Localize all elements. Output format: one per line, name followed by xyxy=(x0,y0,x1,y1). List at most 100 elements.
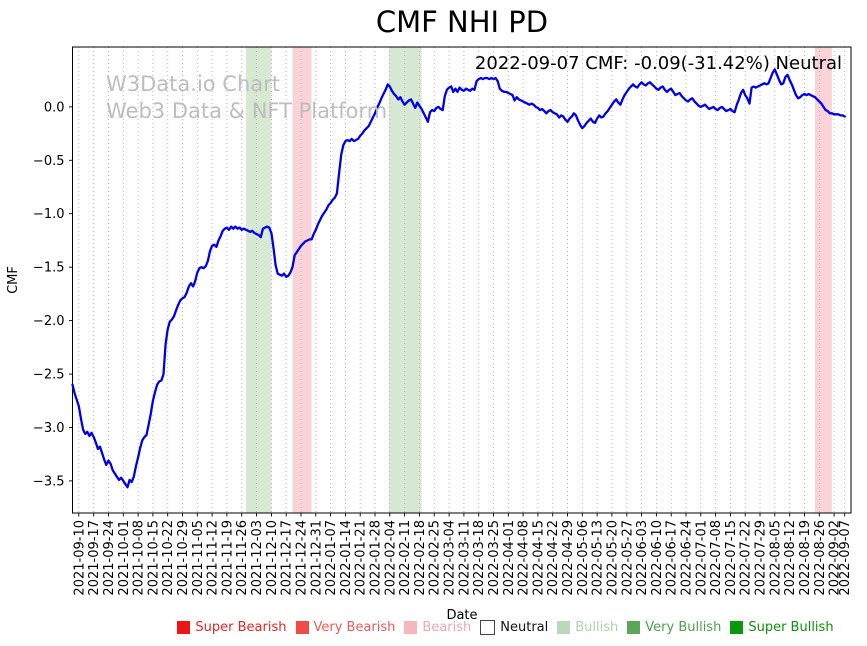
chart-title: CMF NHI PD xyxy=(375,5,549,39)
x-tick-label: 2021-09-17 xyxy=(87,520,102,596)
x-axis-label: Date xyxy=(446,608,478,623)
y-tick-label: −0.5 xyxy=(33,154,65,169)
latest-value-annotation: 2022-09-07 CMF: -0.09(-31.42%) Neutral xyxy=(474,53,842,74)
x-tick-label: 2022-06-10 xyxy=(650,520,665,596)
legend-item-bearish: Bearish xyxy=(404,620,471,635)
x-tick-label: 2021-10-08 xyxy=(132,520,147,596)
legend-item-very-bullish: Very Bullish xyxy=(627,620,721,635)
x-tick-label: 2022-03-11 xyxy=(457,520,472,596)
x-tick-label: 2022-05-06 xyxy=(576,520,591,596)
x-tick-label: 2022-01-14 xyxy=(339,520,354,596)
x-tick-label: 2022-04-29 xyxy=(561,520,576,596)
x-tick-label: 2022-01-21 xyxy=(354,520,369,596)
x-tick-label: 2021-09-24 xyxy=(102,520,117,596)
y-tick-label: −3.5 xyxy=(33,474,65,489)
x-tick-label: 2022-03-25 xyxy=(487,520,502,596)
x-tick-label: 2022-09-07 xyxy=(838,520,853,596)
x-tick-label: 2022-04-15 xyxy=(531,520,546,596)
x-tick-label: 2022-04-08 xyxy=(517,520,532,596)
x-tick-label: 2022-08-12 xyxy=(783,520,798,596)
bullish-swatch xyxy=(557,621,571,634)
super-bearish-swatch xyxy=(177,621,191,634)
x-tick-label: 2022-03-04 xyxy=(443,520,458,596)
x-tick-label: 2022-06-24 xyxy=(680,520,695,596)
x-tick-label: 2022-02-25 xyxy=(428,520,443,596)
band-bearish xyxy=(815,47,832,513)
legend-item-very-bearish: Very Bearish xyxy=(295,620,396,635)
y-tick-label: −1.0 xyxy=(33,207,65,222)
x-tick-label: 2022-06-03 xyxy=(635,520,650,596)
x-tick-label: 2022-09-02 xyxy=(828,520,843,596)
x-tick-label: 2021-10-01 xyxy=(117,520,132,596)
x-tick-label: 2022-08-19 xyxy=(798,520,813,596)
x-tick-label: 2022-03-18 xyxy=(472,520,487,596)
x-tick-label: 2022-02-11 xyxy=(398,520,413,596)
x-tick-label: 2021-10-15 xyxy=(146,520,161,596)
y-axis-ticks: 0.0 −0.5 −1.0 −1.5 −2.0 −2.5 −3.0 −3.5 xyxy=(33,100,73,489)
x-tick-label: 2022-07-29 xyxy=(754,520,769,596)
x-tick-label: 2021-11-26 xyxy=(235,520,250,596)
band-bullish xyxy=(246,47,272,513)
legend-label: Very Bearish xyxy=(313,620,396,635)
neutral-swatch xyxy=(480,620,496,635)
bearish-swatch xyxy=(404,621,418,634)
x-tick-label: 2021-12-03 xyxy=(250,520,265,596)
legend-item-neutral: Neutral xyxy=(480,620,548,635)
legend-item-bullish: Bullish xyxy=(557,620,618,635)
x-tick-label: 2022-08-26 xyxy=(813,520,828,596)
x-tick-label: 2022-05-20 xyxy=(605,520,620,596)
cmf-line xyxy=(71,68,846,489)
legend-label: Bullish xyxy=(575,620,619,635)
x-tick-label: 2022-02-04 xyxy=(383,520,398,596)
legend-item-super-bullish: Super Bullish xyxy=(730,620,834,635)
plot-border xyxy=(72,46,852,514)
x-tick-label: 2022-01-28 xyxy=(369,520,384,596)
x-tick-label: 2022-05-13 xyxy=(591,520,606,596)
x-tick-label: 2022-05-27 xyxy=(620,520,635,596)
x-tick-label: 2021-12-10 xyxy=(265,520,280,596)
x-tick-label: 2022-07-15 xyxy=(724,520,739,596)
y-tick-label: −2.5 xyxy=(33,368,65,383)
x-tick-label: 2022-07-01 xyxy=(694,520,709,596)
band-bearish xyxy=(292,47,312,513)
legend-label: Very Bullish xyxy=(645,620,722,635)
x-tick-label: 2022-02-18 xyxy=(413,520,428,596)
x-axis-ticks: 2021-09-10 2021-09-17 2021-09-24 2021-10-01… xyxy=(72,513,853,596)
x-tick-label: 2021-11-19 xyxy=(220,520,235,596)
very-bearish-swatch xyxy=(295,621,309,634)
x-tick-label: 2021-09-10 xyxy=(72,520,87,596)
legend-item-super-bearish: Super Bearish xyxy=(177,620,287,635)
x-tick-label: 2022-07-22 xyxy=(739,520,754,596)
x-tick-label: 2021-10-22 xyxy=(161,520,176,596)
legend-label: Super Bearish xyxy=(195,620,287,635)
watermark-line1: W3Data.io Chart xyxy=(106,72,281,96)
x-tick-label: 2021-12-24 xyxy=(295,520,310,596)
x-tick-label: 2021-12-31 xyxy=(309,520,324,596)
legend: Super Bearish Very Bearish Bearish Neutr… xyxy=(150,620,861,635)
legend-label: Neutral xyxy=(500,620,549,635)
band-bullish xyxy=(388,47,422,513)
y-axis-label: CMF xyxy=(6,266,21,294)
x-tick-label: 2022-04-22 xyxy=(546,520,561,596)
watermark: W3Data.io Chart Web3 Data & NFT Platform xyxy=(106,71,387,125)
y-tick-label: −2.0 xyxy=(33,314,65,329)
y-tick-label: −3.0 xyxy=(33,421,65,436)
y-tick-label: 0.0 xyxy=(44,100,65,115)
super-bullish-swatch xyxy=(730,621,744,634)
signal-bands xyxy=(246,47,832,513)
legend-label: Bearish xyxy=(422,620,472,635)
x-tick-label: 2022-01-07 xyxy=(324,520,339,596)
x-tick-label: 2022-07-08 xyxy=(709,520,724,596)
y-tick-label: −1.5 xyxy=(33,261,65,276)
x-tick-label: 2022-06-17 xyxy=(665,520,680,596)
x-tick-label: 2022-04-01 xyxy=(502,520,517,596)
gridlines xyxy=(78,47,846,513)
x-tick-label: 2021-11-12 xyxy=(206,520,221,596)
watermark-line2: Web3 Data & NFT Platform xyxy=(106,99,388,123)
x-tick-label: 2021-11-05 xyxy=(191,520,206,596)
legend-label: Super Bullish xyxy=(748,620,834,635)
x-tick-label: 2021-12-17 xyxy=(280,520,295,596)
x-tick-label: 2022-08-05 xyxy=(768,520,783,596)
